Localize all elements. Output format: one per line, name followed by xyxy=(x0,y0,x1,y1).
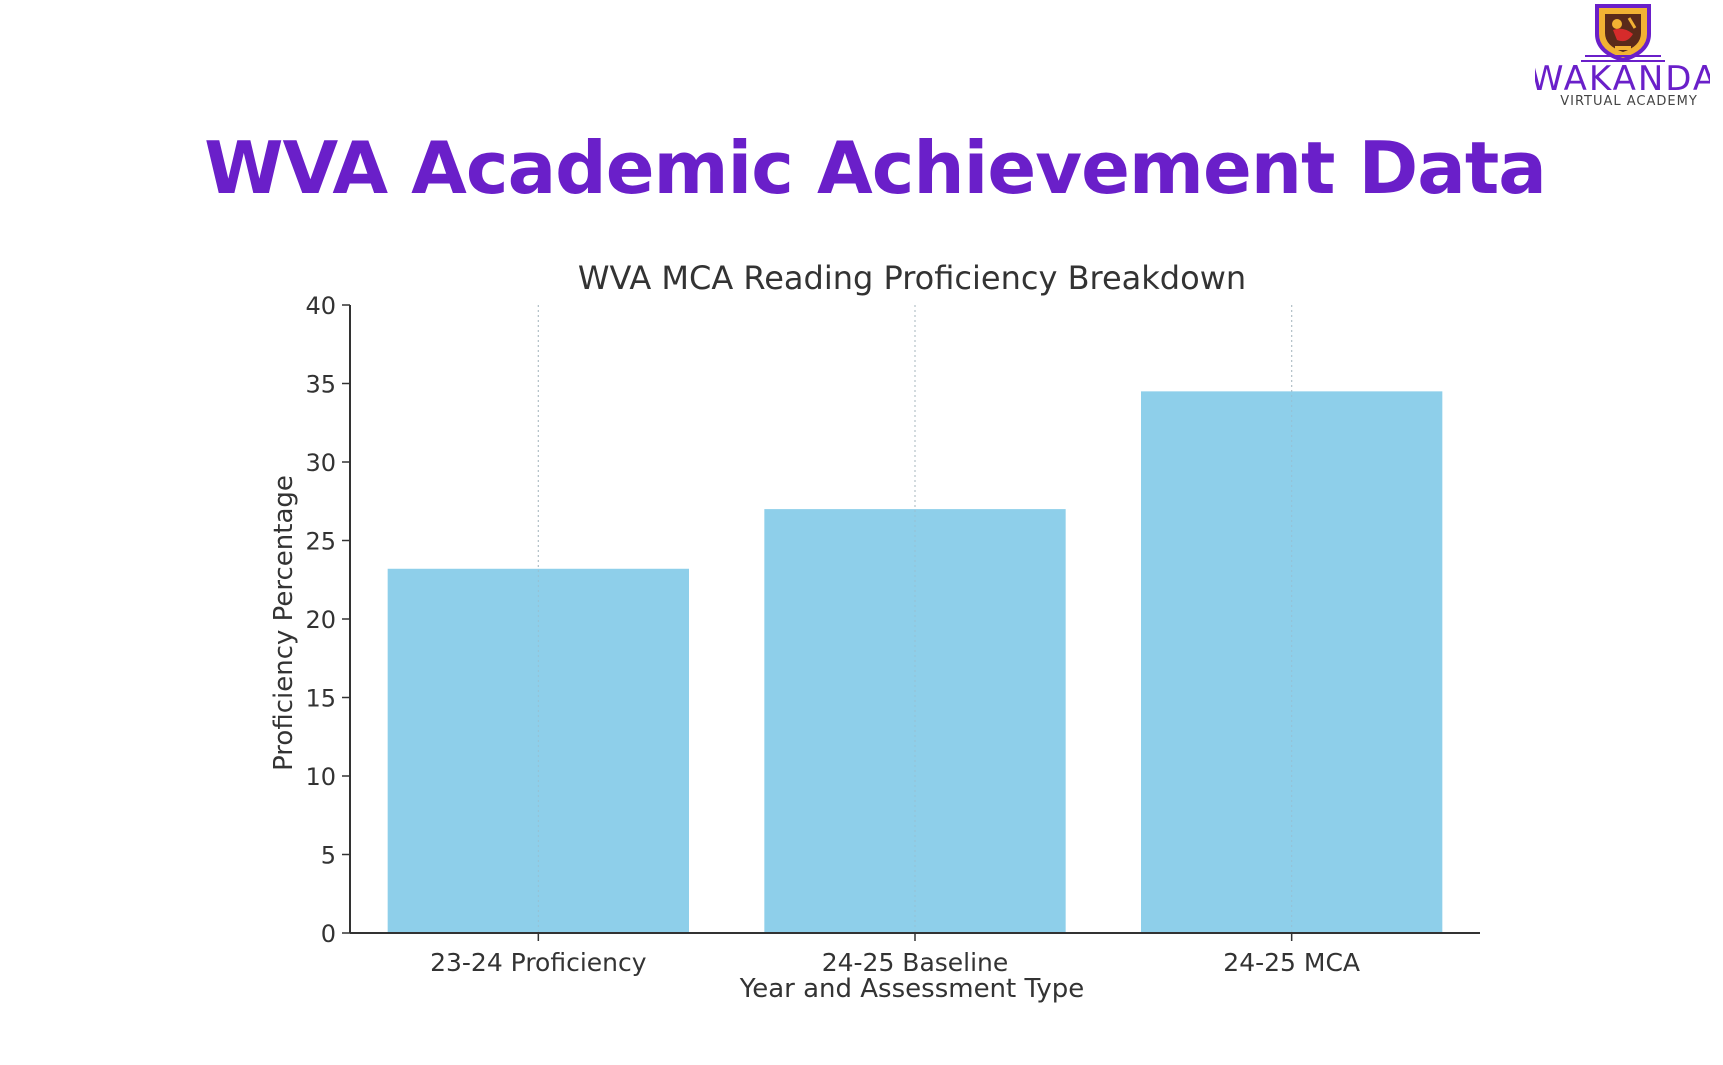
y-tick-label-8: 40 xyxy=(305,292,336,320)
y-tick-label-2: 10 xyxy=(305,763,336,791)
y-tick-label-1: 5 xyxy=(321,842,336,870)
y-tick-label-5: 25 xyxy=(305,528,336,556)
axes: 0 5 10 15 20 25 30 35 40 23-24 Proficiency 24-25 B… xyxy=(305,292,1480,977)
wakanda-logo: WAKANDA VIRTUAL ACADEMY xyxy=(1535,0,1710,112)
y-tick-label-3: 15 xyxy=(305,685,336,713)
shield-bird-icon xyxy=(1595,4,1651,63)
y-tick-label-4: 20 xyxy=(305,606,336,634)
x-tick-label-1: 24-25 Baseline xyxy=(822,948,1009,977)
logo-subtitle: VIRTUAL ACADEMY xyxy=(1560,94,1698,109)
x-tick-label-2: 24-25 MCA xyxy=(1223,948,1360,977)
y-tick-label-6: 30 xyxy=(305,449,336,477)
x-axis-label: Year and Assessment Type xyxy=(739,974,1084,1004)
bars xyxy=(387,305,1443,934)
y-axis-label: Proficiency Percentage xyxy=(269,475,299,771)
y-tick-label-0: 0 xyxy=(321,920,336,948)
y-tick-label-7: 35 xyxy=(305,371,336,399)
chart-title: WVA MCA Reading Proficiency Breakdown xyxy=(578,259,1246,297)
logo-wordmark: WAKANDA xyxy=(1535,59,1710,99)
x-tick-label-0: 23-24 Proficiency xyxy=(430,948,647,977)
slide-title: WVA Academic Achievement Data xyxy=(204,126,1547,210)
